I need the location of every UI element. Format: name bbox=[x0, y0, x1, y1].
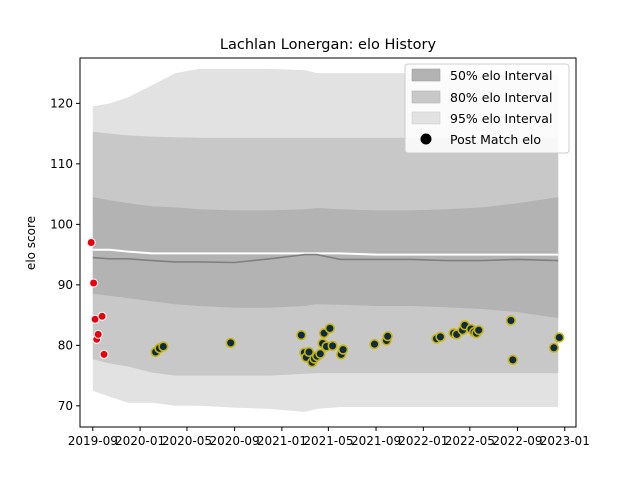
post-match-point bbox=[99, 349, 109, 359]
post-match-point bbox=[435, 331, 446, 343]
x-tick-label: 2019-09 bbox=[68, 434, 118, 448]
post-match-point bbox=[158, 341, 169, 352]
post-match-point bbox=[97, 311, 107, 321]
post-match-points bbox=[86, 238, 565, 368]
post-match-point bbox=[327, 340, 338, 352]
y-tick-label: 70 bbox=[58, 399, 73, 413]
y-tick-label: 110 bbox=[50, 157, 73, 171]
legend-label-80: 80% elo Interval bbox=[450, 90, 552, 105]
legend-label-50: 50% elo Interval bbox=[450, 68, 552, 83]
median-line bbox=[92, 253, 559, 264]
x-tick-label: 2022-09 bbox=[492, 434, 542, 448]
legend-frame bbox=[404, 63, 570, 154]
band50-area bbox=[92, 197, 559, 319]
legend: 50% elo Interval 80% elo Interval 95% el… bbox=[404, 63, 570, 154]
legend-swatch-50 bbox=[411, 68, 441, 82]
chart-title: Lachlan Lonergan: elo History bbox=[220, 37, 437, 53]
post-match-point bbox=[225, 337, 236, 349]
x-tick-label: 2021-01 bbox=[257, 434, 307, 448]
post-match-point bbox=[554, 332, 565, 343]
x-tick-label: 2022-01 bbox=[398, 434, 448, 448]
y-tick-label: 80 bbox=[58, 338, 73, 352]
post-match-point bbox=[369, 339, 380, 350]
mean-line bbox=[92, 248, 559, 256]
y-axis-label: elo score bbox=[24, 216, 38, 270]
y-tick-label: 100 bbox=[50, 217, 73, 231]
legend-swatch-95 bbox=[411, 111, 441, 125]
post-match-point bbox=[315, 348, 326, 359]
x-tick-label: 2020-09 bbox=[210, 434, 260, 448]
legend-label-points: Post Match elo bbox=[450, 132, 541, 147]
x-tick-label: 2023-01 bbox=[540, 434, 590, 448]
post-match-point bbox=[473, 325, 484, 336]
post-match-point bbox=[93, 329, 103, 339]
x-tick-label: 2021-09 bbox=[351, 434, 401, 448]
y-tick-label: 120 bbox=[50, 96, 73, 110]
x-tick-label: 2022-05 bbox=[445, 434, 495, 448]
post-match-point bbox=[303, 346, 315, 358]
post-match-point bbox=[548, 342, 560, 353]
x-tick-label: 2020-05 bbox=[162, 434, 212, 448]
trend-lines bbox=[92, 248, 559, 264]
legend-label-95: 95% elo Interval bbox=[450, 111, 552, 126]
post-match-point bbox=[324, 323, 336, 334]
post-match-point bbox=[507, 354, 518, 366]
post-match-point bbox=[86, 238, 96, 247]
legend-marker-points bbox=[420, 133, 432, 145]
y-tick-label: 90 bbox=[58, 278, 73, 292]
legend-swatch-80 bbox=[411, 90, 441, 104]
post-match-point bbox=[382, 331, 393, 342]
post-match-point bbox=[505, 315, 517, 326]
x-tick-label: 2021-05 bbox=[303, 434, 353, 448]
post-match-point bbox=[89, 278, 99, 288]
post-match-point bbox=[296, 330, 307, 341]
x-tick-label: 2020-01 bbox=[115, 434, 165, 448]
post-match-point bbox=[338, 344, 349, 355]
x-axis: 2019-092020-012020-052020-092021-012021-… bbox=[68, 427, 590, 448]
y-axis: 70 80 90 100 110 120 bbox=[50, 96, 80, 413]
